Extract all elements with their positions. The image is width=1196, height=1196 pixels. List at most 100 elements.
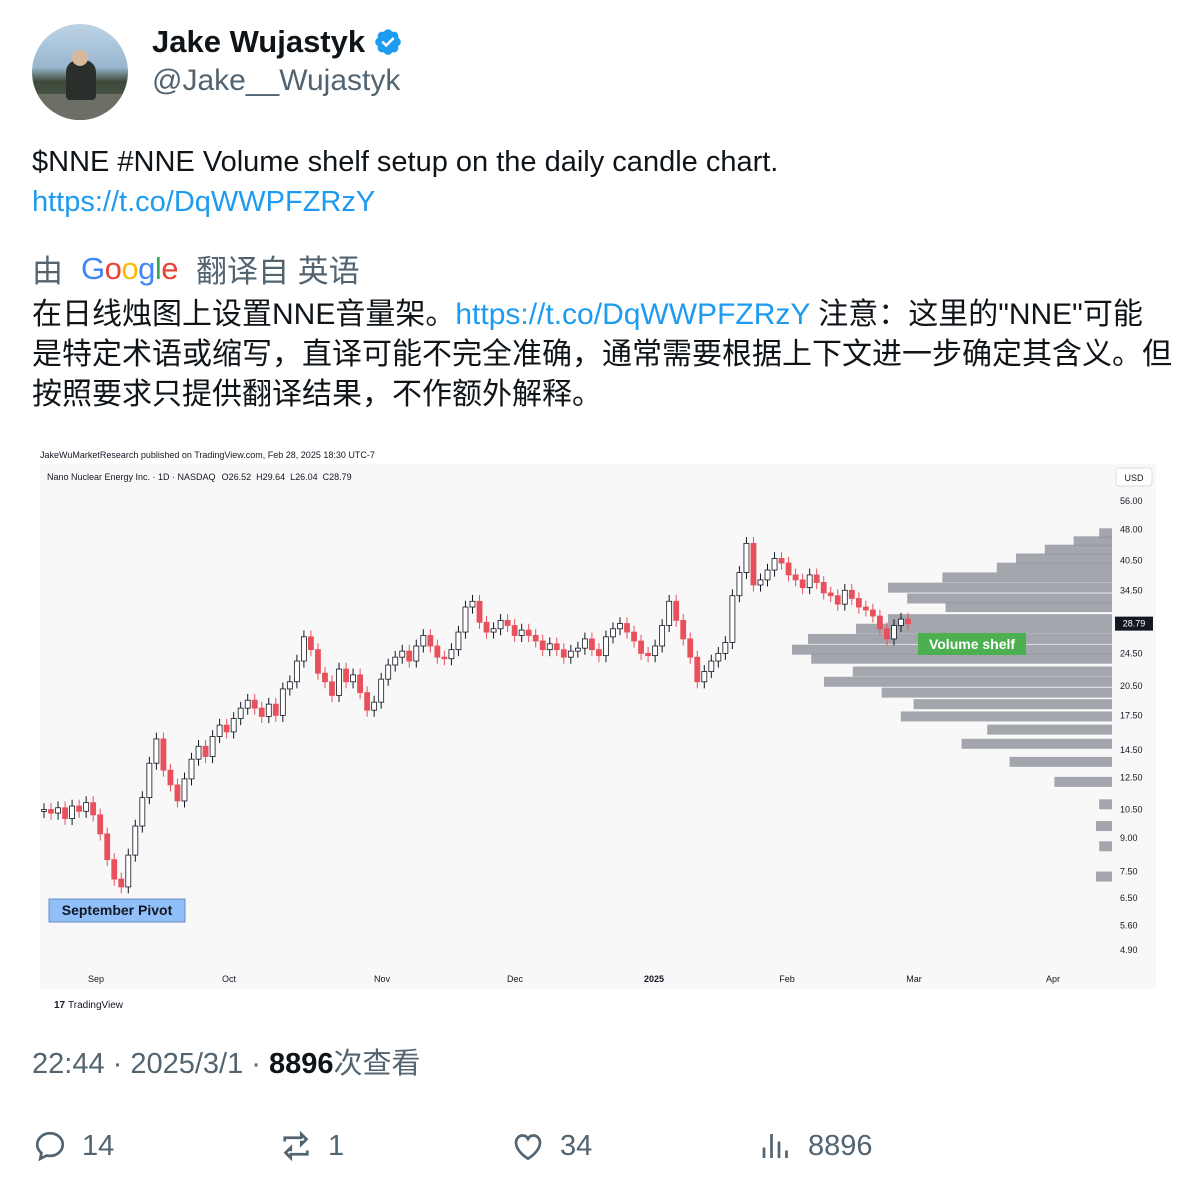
chart-image[interactable]: JakeWuMarketResearch published on Tradin… <box>32 438 1162 1020</box>
candle-body <box>869 609 876 617</box>
candle-body <box>272 703 279 716</box>
candlestick-chart: JakeWuMarketResearch published on Tradin… <box>40 450 1156 1011</box>
last-price-tag: 28.79 <box>1115 616 1153 631</box>
price-tick-label: 9.00 <box>1120 833 1138 843</box>
candle-body <box>743 542 750 573</box>
candle-body <box>153 738 160 764</box>
volume-profile-bar <box>852 666 1112 677</box>
candle-body <box>286 681 293 690</box>
candle-body <box>315 649 321 674</box>
candle-body <box>378 678 385 703</box>
candle-body <box>279 688 286 716</box>
candle-body <box>596 649 602 657</box>
symbol-line: Nano Nuclear Energy Inc. · 1D · NASDAQ O2… <box>47 472 352 482</box>
google-letter: e <box>161 250 179 286</box>
translation-suffix: 翻译自 英语 <box>196 254 360 289</box>
volume-profile-bar <box>900 711 1112 722</box>
avatar[interactable] <box>32 24 128 120</box>
display-name[interactable]: Jake Wujastyk <box>152 24 366 59</box>
volume-profile-bar <box>1099 528 1112 539</box>
price-tick-label: 14.50 <box>1120 745 1143 755</box>
candle-body <box>708 660 715 672</box>
candle-body <box>722 642 729 654</box>
candle-body <box>715 652 722 662</box>
author-name-row: Jake Wujastyk <box>152 24 403 60</box>
tweet-link[interactable]: https://t.co/DqWWPFZRzY <box>32 186 376 218</box>
volume-profile-bar <box>856 623 1112 634</box>
candle-body <box>792 574 799 581</box>
symbol-name: Nano Nuclear Energy Inc. · 1D · NASDAQ <box>47 472 216 482</box>
candle-body <box>139 797 146 827</box>
candle-body <box>216 724 223 737</box>
currency-label: USD <box>1124 473 1144 483</box>
candles <box>41 537 911 894</box>
views-button[interactable]: 8896 <box>758 1128 873 1164</box>
september-pivot-label: September Pivot <box>48 898 186 923</box>
action-bar: 14 1 34 8896 <box>32 1128 1162 1172</box>
like-button[interactable]: 34 <box>510 1128 592 1164</box>
candle-body <box>357 674 363 694</box>
translated-text-part1: 在日线烛图上设置NNE音量架。 <box>32 298 456 331</box>
candle-body <box>244 699 251 709</box>
candle-body <box>392 656 399 666</box>
verified-badge-icon <box>375 29 401 55</box>
candle-body <box>462 606 469 633</box>
candle-body <box>448 649 455 660</box>
meta-separator: · <box>104 1048 131 1080</box>
google-letter: o <box>121 250 139 286</box>
candle-body <box>258 707 265 717</box>
translated-text: 在日线烛图上设置NNE音量架。https://t.co/DqWWPFZRzY 注… <box>32 295 1172 415</box>
tweet-text: $NNE #NNE Volume shelf setup on the dail… <box>32 142 1162 222</box>
ohlc-high: H29.64 <box>256 472 285 482</box>
volume-profile-bar <box>1073 536 1112 547</box>
volume-profile-bar <box>913 699 1112 710</box>
candle-body <box>413 645 420 662</box>
candle-body <box>841 589 848 605</box>
candle-body <box>877 615 883 630</box>
volume-profile-bar <box>987 724 1112 735</box>
candle-body <box>525 629 532 636</box>
translated-link[interactable]: https://t.co/DqWWPFZRzY <box>455 298 810 331</box>
google-letter: G <box>81 250 105 286</box>
tweet-time[interactable]: 22:44 <box>32 1048 105 1080</box>
time-tick-label: Apr <box>1046 974 1060 984</box>
candle-body <box>905 618 911 625</box>
candle-body <box>560 649 567 658</box>
candle-body <box>884 628 890 640</box>
google-letter: l <box>154 250 162 286</box>
volume-profile <box>792 528 1112 882</box>
avatar-person <box>66 60 96 100</box>
candle-body <box>118 878 125 888</box>
candle-body <box>329 681 335 696</box>
volume-profile-bar <box>961 738 1112 749</box>
candle-body <box>785 562 792 576</box>
candle-body <box>624 623 630 633</box>
price-tick-label: 56.00 <box>1120 496 1143 506</box>
tradingview-footer: TradingView <box>68 1000 124 1011</box>
translation-prefix: 由 <box>32 254 63 289</box>
price-tick-label: 7.50 <box>1120 867 1138 877</box>
ohlc-low: L26.04 <box>290 472 318 482</box>
pivot-label-box <box>48 898 186 923</box>
price-tick-label: 5.60 <box>1120 920 1138 930</box>
candle-body <box>364 692 371 711</box>
currency-box[interactable] <box>1115 467 1153 487</box>
candle-body <box>757 579 764 586</box>
like-count: 34 <box>560 1129 593 1162</box>
shelf-label-text: Volume shelf <box>929 636 1015 652</box>
volume-profile-bar <box>945 602 1112 613</box>
candle-body <box>532 635 539 642</box>
tweet-date[interactable]: 2025/3/1 <box>130 1048 244 1080</box>
candle-body <box>617 623 623 630</box>
candle-body <box>638 640 644 654</box>
retweet-button[interactable]: 1 <box>278 1128 344 1164</box>
volume-profile-bar <box>1044 544 1112 555</box>
analytics-icon <box>762 1134 788 1158</box>
candle-body <box>898 618 904 626</box>
volume-profile-bar <box>1099 841 1112 852</box>
reply-button[interactable]: 14 <box>32 1128 114 1164</box>
candle-body <box>581 638 588 649</box>
author-handle[interactable]: @Jake__Wujastyk <box>152 64 401 97</box>
candle-body <box>701 671 708 683</box>
reply-count: 14 <box>82 1129 115 1162</box>
